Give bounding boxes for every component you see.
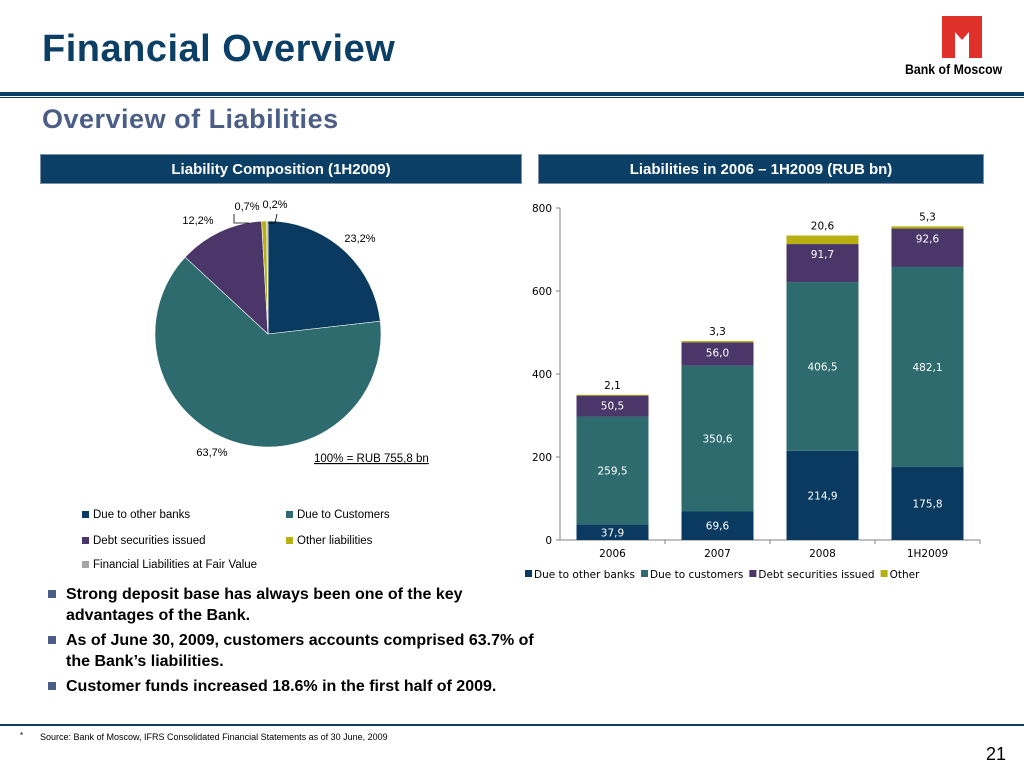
bar-data-label: 20,6 [811, 221, 835, 233]
legend-swatch [641, 570, 649, 577]
x-tick-label: 2008 [809, 548, 836, 560]
legend-label: Debt securities issued [93, 535, 206, 547]
legend-label: Due to other banks [534, 569, 635, 581]
pie-slice-fair-value [266, 220, 269, 335]
bar-data-label: 37,9 [601, 527, 624, 539]
bar-data-label: 406,5 [807, 361, 837, 373]
bar-data-label: 3,3 [709, 326, 726, 338]
bank-logo-text: Bank of Moscow [905, 61, 1003, 77]
bar-data-label: 92,6 [916, 234, 940, 246]
legend-swatch [749, 570, 757, 577]
bullet-square-icon [48, 590, 56, 598]
y-tick-label: 400 [532, 369, 552, 381]
bar-segment [786, 235, 859, 245]
bar-data-label: 50,5 [601, 401, 624, 413]
bullet-text: Customer funds increased 18.6% in the fi… [66, 678, 497, 695]
pie-label: 63,7% [196, 447, 227, 459]
pie-slice-due-to-customers [154, 256, 382, 448]
pie-label: 12,2% [182, 215, 213, 227]
leader-line [268, 213, 278, 224]
pie-total-note: 100% = RUB 755,8 bn [314, 453, 429, 465]
legend-swatch [286, 537, 293, 544]
x-tick-label: 2007 [704, 548, 731, 560]
x-tick-label: 2006 [599, 548, 626, 560]
bar-segment [576, 395, 649, 417]
page-number: 21 [986, 744, 1007, 764]
bullet-square-icon [48, 682, 56, 690]
bar-segment [891, 226, 964, 229]
bar-segment [786, 282, 859, 451]
composition-pie-chart: 23,2% 63,7% 12,2% 0,7% 0,2% 100% = RUB 755,8 … [82, 199, 429, 571]
bar-segment [681, 341, 754, 343]
bar-data-label: 350,6 [702, 433, 732, 445]
pie-slice-debt-securities [184, 220, 269, 335]
bullet-text: Strong deposit base has always been one … [66, 586, 463, 624]
bar-data-label: 91,7 [811, 249, 834, 261]
bar-segment [681, 342, 754, 366]
footer-divider [0, 724, 1024, 726]
legend-label: Due to customers [650, 569, 743, 581]
legend-label: Other [890, 569, 920, 581]
legend-label: Due to Customers [297, 509, 390, 521]
y-tick-label: 600 [532, 286, 552, 298]
legend-label: Other liabilities [297, 535, 373, 547]
bank-logo-icon [942, 16, 982, 58]
footnote-marker: * [20, 731, 24, 740]
y-tick-label: 200 [532, 452, 552, 464]
y-tick-label: 0 [545, 535, 552, 547]
bullet-item: As of June 30, 2009, customers accounts … [48, 630, 548, 672]
liabilities-bar-chart: 0 200 400 600 800 2006 37,9 259,5 50,5 2,1 2007 69,… [525, 203, 981, 581]
bar-segment [786, 244, 859, 283]
bar-data-label: 482,1 [912, 362, 942, 374]
source-note: Source: Bank of Moscow, IFRS Consolidate… [40, 732, 388, 742]
bullet-text: As of June 30, 2009, customers accounts … [66, 632, 534, 670]
bar-segment [576, 416, 649, 525]
bar-data-label: 175,8 [912, 499, 942, 511]
bar-segment [681, 365, 754, 512]
legend-swatch [82, 511, 89, 518]
bar-data-label: 69,6 [706, 521, 730, 533]
pie-label: 23,2% [344, 233, 375, 245]
bar-segment [891, 467, 964, 540]
page-subtitle: Overview of Liabilities [42, 104, 339, 134]
bar-data-label: 259,5 [597, 465, 627, 477]
bullet-item: Customer funds increased 18.6% in the fi… [48, 676, 548, 697]
y-tick-label: 800 [532, 203, 552, 215]
bullet-item: Strong deposit base has always been one … [48, 584, 548, 626]
key-points-list: Strong deposit base has always been one … [48, 584, 548, 701]
legend-label: Financial Liabilities at Fair Value [93, 559, 257, 571]
pie-slice-due-to-other-banks [267, 220, 381, 335]
legend-label: Due to other banks [93, 509, 190, 521]
x-tick-label: 1H2009 [907, 548, 948, 560]
pie-label: 0,7% [234, 201, 259, 213]
bar-segment [681, 511, 754, 540]
legend-swatch [82, 537, 89, 544]
bar-segment [786, 450, 859, 540]
bar-data-label: 5,3 [919, 211, 936, 223]
page-title: Financial Overview [42, 28, 396, 70]
bar-segment [891, 266, 964, 468]
legend-swatch [880, 570, 888, 577]
bar-segment [576, 394, 649, 396]
bullet-square-icon [48, 636, 56, 644]
legend-swatch [525, 570, 532, 577]
bar-data-label: 214,9 [807, 490, 837, 502]
bar-segment [891, 228, 964, 267]
bar-data-label: 2,1 [604, 380, 621, 392]
leader-line [233, 214, 249, 224]
title-divider-thin [0, 97, 1024, 98]
legend-swatch [82, 561, 89, 568]
legend-swatch [286, 511, 293, 518]
pie-label: 0,2% [262, 199, 287, 211]
composition-panel-header: Liability Composition (1H2009) [40, 154, 522, 184]
bar-data-label: 56,0 [706, 347, 729, 359]
title-divider [0, 92, 1024, 96]
legend-label: Debt securities issued [758, 569, 874, 581]
liabilities-panel-header: Liabilities in 2006 – 1H2009 (RUB bn) [538, 154, 984, 184]
bar-segment [576, 524, 649, 540]
